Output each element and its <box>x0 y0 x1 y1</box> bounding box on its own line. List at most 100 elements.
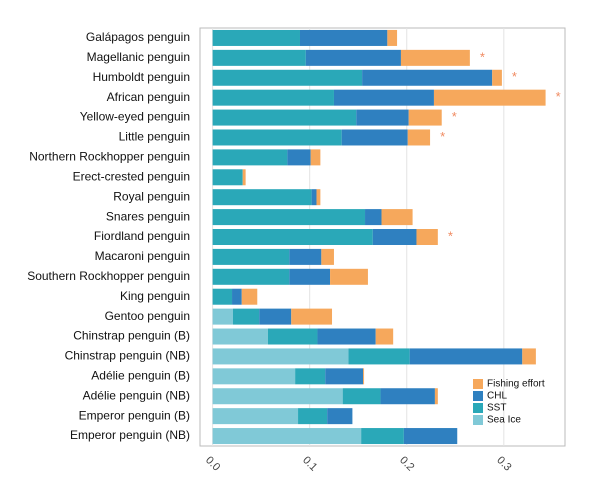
bar-segment <box>289 268 331 285</box>
y-tick-label: Macaroni penguin <box>95 249 190 263</box>
y-tick-label: Adélie penguin (B) <box>91 369 190 383</box>
y-tick-label: Adélie penguin (NB) <box>83 388 190 402</box>
y-tick-label: Yellow-eyed penguin <box>80 110 190 124</box>
bar-segment <box>212 308 234 325</box>
y-tick-label: Gentoo penguin <box>105 309 190 323</box>
bar-segment <box>387 29 398 46</box>
legend-swatch <box>473 403 483 413</box>
bar-segment <box>291 308 333 325</box>
bar-segment <box>361 428 404 445</box>
bar-segment <box>212 129 342 146</box>
bar-segment <box>212 89 334 106</box>
y-tick-label: Emperor penguin (B) <box>79 408 190 422</box>
bar-segment <box>299 29 388 46</box>
bar-segment <box>416 229 438 245</box>
bar-segment <box>356 109 409 126</box>
y-tick-label: Emperor penguin (NB) <box>70 428 190 442</box>
bar-segment <box>212 348 349 365</box>
significance-marker: * <box>440 129 445 144</box>
bar-segment <box>212 328 268 345</box>
bar-segment <box>242 169 246 186</box>
bar-segment <box>212 209 366 226</box>
bar-segment <box>232 288 242 305</box>
x-tick-label: 0.3 <box>494 454 513 473</box>
bar-segment <box>212 368 296 385</box>
bar-segment <box>212 428 362 445</box>
legend-label: SST <box>487 403 506 414</box>
legend-swatch <box>473 379 483 389</box>
bar-segment <box>400 49 470 66</box>
x-tick-label: 0.0 <box>203 454 222 473</box>
bar-segment <box>341 129 408 146</box>
y-tick-label: Humboldt penguin <box>93 70 190 84</box>
y-tick-label: Galápagos penguin <box>86 30 190 44</box>
bar-segment <box>295 368 326 385</box>
bar-segment <box>212 169 243 186</box>
legend-label: Sea Ice <box>487 415 521 426</box>
bar-segment <box>267 328 318 345</box>
legend-label: Fishing effort <box>487 379 545 390</box>
y-tick-label: Northern Rockhopper penguin <box>29 150 190 164</box>
y-tick-label: Fiordland penguin <box>94 229 190 243</box>
bar-segment <box>362 69 493 86</box>
bar-segment <box>287 149 311 166</box>
bar-segment <box>522 348 536 365</box>
bar-segment <box>363 368 365 385</box>
bar-segment <box>321 248 334 265</box>
bar-segment <box>492 69 502 86</box>
bar-segment <box>212 248 290 265</box>
bar-segment <box>310 149 321 166</box>
bar-segment <box>212 388 343 405</box>
bar-segment <box>289 248 322 265</box>
significance-marker: * <box>448 228 453 243</box>
bar-segment <box>212 268 290 285</box>
y-tick-label: Magellanic penguin <box>87 50 190 64</box>
bar-segment <box>372 229 417 245</box>
bar-segment <box>407 129 431 146</box>
y-tick-label: Chinstrap penguin (B) <box>73 329 190 343</box>
y-tick-label: African penguin <box>107 90 190 104</box>
y-tick-label: Royal penguin <box>113 189 190 203</box>
legend-swatch <box>473 391 483 401</box>
legend-label: CHL <box>487 391 507 402</box>
bar-segment <box>409 348 523 365</box>
bar-segment <box>348 348 410 365</box>
bar-segment <box>212 109 357 126</box>
x-tick-label: 0.2 <box>397 454 416 473</box>
significance-marker: * <box>480 49 485 64</box>
y-tick-label: Snares penguin <box>106 209 190 223</box>
y-tick-label: Chinstrap penguin (NB) <box>65 349 190 363</box>
significance-marker: * <box>512 69 517 84</box>
significance-marker: * <box>556 89 561 104</box>
bar-segment <box>259 308 292 325</box>
bar-segment <box>342 388 381 405</box>
bar-segment <box>365 209 382 226</box>
bar-segment <box>212 149 288 166</box>
bar-segment <box>311 189 317 206</box>
bar-segment <box>330 268 368 285</box>
bar-segment <box>381 209 413 226</box>
significance-marker: * <box>452 109 457 124</box>
bar-segment <box>212 189 312 206</box>
bar-segment <box>212 29 300 46</box>
bar-segment <box>380 388 435 405</box>
bar-segment <box>333 89 434 106</box>
bar-segment <box>403 428 458 445</box>
bar-segment <box>212 408 299 425</box>
legend-swatch <box>473 415 483 425</box>
bar-segment <box>408 109 442 126</box>
y-tick-label: Southern Rockhopper penguin <box>27 269 190 283</box>
bar-segment <box>241 288 258 305</box>
bar-segment <box>212 49 306 66</box>
bar-segment <box>233 308 260 325</box>
bar-segment <box>212 229 373 245</box>
y-tick-label: Erect-crested penguin <box>73 169 190 183</box>
y-tick-label: King penguin <box>120 289 190 303</box>
bar-segment <box>316 189 321 206</box>
bar-segment <box>325 368 364 385</box>
bar-segment <box>317 328 376 345</box>
bar-segment <box>212 69 363 86</box>
x-tick-label: 0.1 <box>300 454 319 473</box>
bar-segment <box>212 288 233 305</box>
